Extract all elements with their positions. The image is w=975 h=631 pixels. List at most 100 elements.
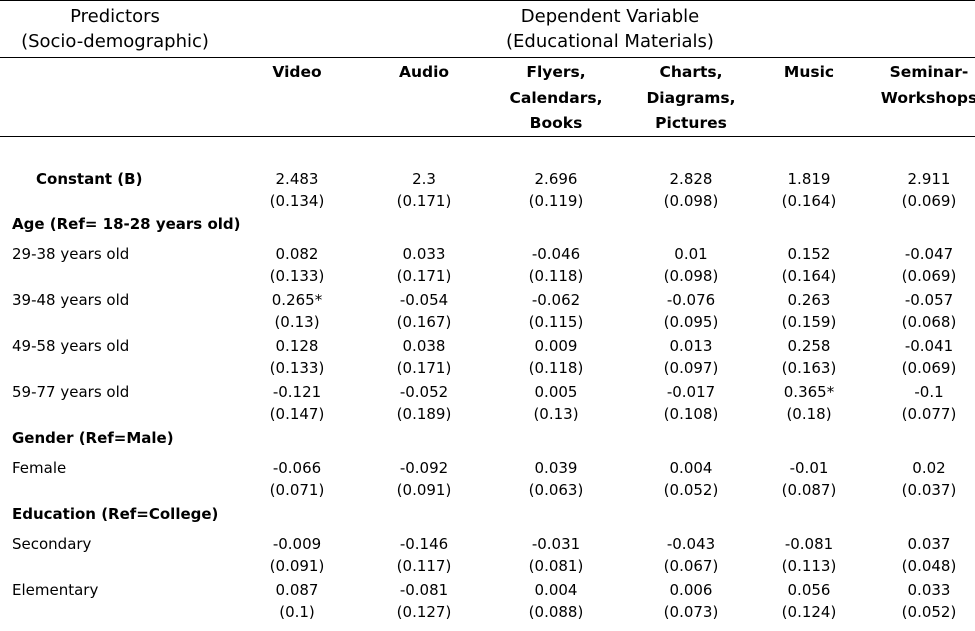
coefficient-cell: 0.01 xyxy=(674,245,708,263)
standard-error-cell: (0.1) xyxy=(279,603,315,621)
standard-error-cell: (0.133) xyxy=(269,267,325,285)
standard-error-cell: (0.164) xyxy=(781,267,837,285)
column-header-line: Pictures xyxy=(655,114,727,132)
column-header-line: Calendars, xyxy=(509,88,603,107)
coefficient-cell: -0.041 xyxy=(904,337,954,355)
standard-error-cell: (0.171) xyxy=(396,267,452,285)
coefficient-cell: -0.062 xyxy=(531,291,581,309)
standard-error-cell: (0.115) xyxy=(528,313,584,331)
coefficient-cell: -0.057 xyxy=(904,291,954,309)
standard-error-cell: (0.117) xyxy=(396,557,452,575)
coefficient-cell: 0.005 xyxy=(534,383,578,401)
standard-error-cell: (0.052) xyxy=(901,603,957,621)
standard-error-cell: (0.13) xyxy=(274,313,320,331)
column-header-3: Charts, Diagrams, Pictures xyxy=(626,60,756,137)
standard-error-cell: (0.133) xyxy=(269,359,325,377)
row-label: Secondary xyxy=(12,535,92,553)
coefficient-cell: 0.037 xyxy=(907,535,951,553)
standard-error-cell: (0.077) xyxy=(901,405,957,423)
standard-error-cell: (0.067) xyxy=(663,557,719,575)
standard-error-cell: (0.037) xyxy=(901,481,957,499)
header-rule xyxy=(0,57,975,58)
standard-error-cell: (0.068) xyxy=(901,313,957,331)
coefficient-cell: 2.696 xyxy=(534,170,578,188)
dependent-variable-title: Dependent Variable xyxy=(520,6,700,27)
standard-error-cell: (0.171) xyxy=(396,359,452,377)
coefficient-cell: -0.046 xyxy=(531,245,581,263)
section-label: Age (Ref= 18-28 years old) xyxy=(12,215,241,233)
column-header-2: Flyers, Calendars, Books xyxy=(491,60,621,137)
row-label: 49-58 years old xyxy=(12,337,130,355)
row-label: 59-77 years old xyxy=(12,383,130,401)
section-label: Gender (Ref=Male) xyxy=(12,429,174,447)
coefficient-cell: 0.004 xyxy=(534,581,578,599)
standard-error-cell: (0.113) xyxy=(781,557,837,575)
coefficient-cell: -0.017 xyxy=(666,383,716,401)
standard-error-cell: (0.118) xyxy=(528,267,584,285)
coefficient-cell: 0.087 xyxy=(275,581,319,599)
coefficient-cell: -0.066 xyxy=(272,459,322,477)
standard-error-cell: (0.163) xyxy=(781,359,837,377)
coefficient-cell: 0.258 xyxy=(787,337,831,355)
coefficient-cell: 1.819 xyxy=(787,170,831,188)
standard-error-cell: (0.087) xyxy=(781,481,837,499)
column-header-line: Charts, xyxy=(659,63,723,81)
coefficient-cell: 0.013 xyxy=(669,337,713,355)
coefficient-cell: 2.911 xyxy=(907,170,951,188)
coefficient-cell: -0.031 xyxy=(531,535,581,553)
coefficient-cell: -0.047 xyxy=(904,245,954,263)
coefficient-cell: 0.152 xyxy=(787,245,831,263)
coefficient-cell: 0.033 xyxy=(402,245,446,263)
standard-error-cell: (0.159) xyxy=(781,313,837,331)
standard-error-cell: (0.052) xyxy=(663,481,719,499)
coefficient-cell: 0.365* xyxy=(783,383,835,401)
coefficient-cell: -0.054 xyxy=(399,291,449,309)
section-label: Education (Ref=College) xyxy=(12,505,219,523)
column-header-0: Video xyxy=(237,60,357,86)
standard-error-cell: (0.098) xyxy=(663,267,719,285)
standard-error-cell: (0.167) xyxy=(396,313,452,331)
coefficient-cell: 0.009 xyxy=(534,337,578,355)
column-header-4: Music xyxy=(754,60,864,86)
dependent-variable-subtitle: (Educational Materials) xyxy=(506,31,714,52)
row-label: Elementary xyxy=(12,581,99,599)
standard-error-cell: (0.108) xyxy=(663,405,719,423)
standard-error-cell: (0.063) xyxy=(528,481,584,499)
coefficient-cell: -0.081 xyxy=(784,535,834,553)
predictors-subtitle: (Socio-demographic) xyxy=(21,31,209,52)
coefficient-cell: -0.052 xyxy=(399,383,449,401)
coefficient-cell: 0.128 xyxy=(275,337,319,355)
column-header-line: Music xyxy=(783,63,835,81)
coefficient-cell: -0.146 xyxy=(399,535,449,553)
standard-error-cell: (0.13) xyxy=(533,405,579,423)
top-rule xyxy=(0,0,975,1)
coefficient-cell: 0.006 xyxy=(669,581,713,599)
standard-error-cell: (0.097) xyxy=(663,359,719,377)
column-header-line: Audio xyxy=(398,63,450,81)
standard-error-cell: (0.095) xyxy=(663,313,719,331)
column-header-5: Seminar- Workshops xyxy=(879,60,975,111)
predictors-title: Predictors xyxy=(70,6,160,27)
row-label: Female xyxy=(12,459,67,477)
coefficient-cell: -0.092 xyxy=(399,459,449,477)
column-header-line: Video xyxy=(272,63,322,81)
column-header-line: Books xyxy=(529,114,583,132)
standard-error-cell: (0.088) xyxy=(528,603,584,621)
standard-error-cell: (0.098) xyxy=(663,192,719,210)
standard-error-cell: (0.118) xyxy=(528,359,584,377)
standard-error-cell: (0.091) xyxy=(396,481,452,499)
coefficient-cell: 2.483 xyxy=(275,170,319,188)
coefficient-cell: -0.009 xyxy=(272,535,322,553)
coefficient-cell: 0.038 xyxy=(402,337,446,355)
coefficient-cell: -0.043 xyxy=(666,535,716,553)
coefficient-cell: 0.033 xyxy=(907,581,951,599)
standard-error-cell: (0.171) xyxy=(396,192,452,210)
column-header-line: Flyers, xyxy=(526,63,586,81)
column-header-1: Audio xyxy=(364,60,484,86)
row-label: 29-38 years old xyxy=(12,245,130,263)
standard-error-cell: (0.081) xyxy=(528,557,584,575)
coefficient-cell: 0.004 xyxy=(669,459,713,477)
standard-error-cell: (0.069) xyxy=(901,267,957,285)
row-label: Constant (B) xyxy=(36,170,143,188)
standard-error-cell: (0.069) xyxy=(901,359,957,377)
